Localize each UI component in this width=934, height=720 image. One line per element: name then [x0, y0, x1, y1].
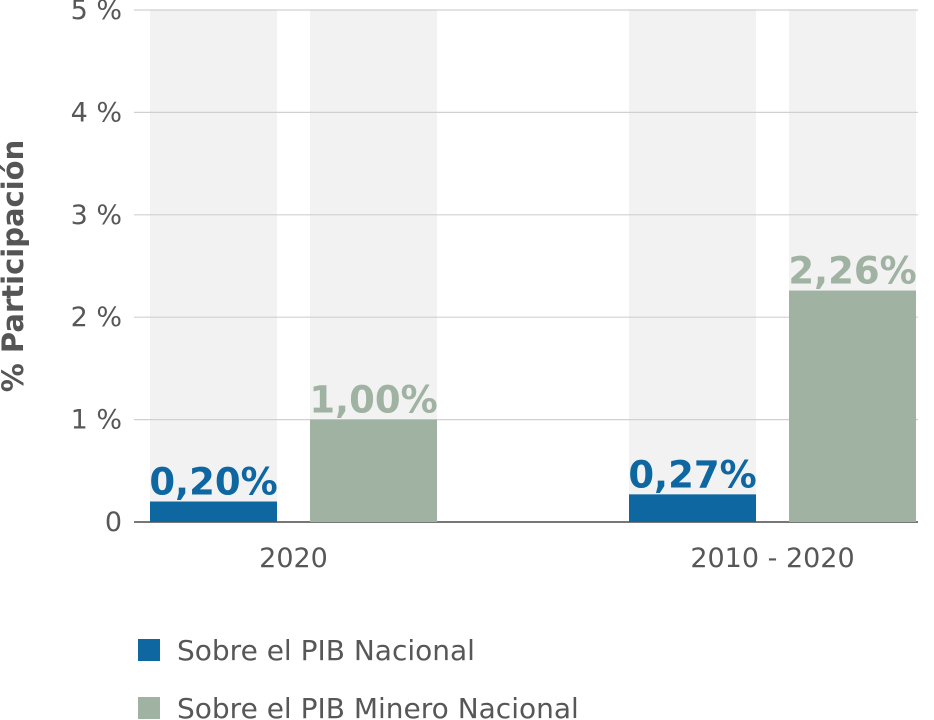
- data-label: 0,27%: [628, 453, 756, 496]
- bar: [789, 290, 916, 522]
- legend-swatch: [138, 697, 160, 719]
- y-tick-label: 3 %: [71, 200, 122, 231]
- bars: [150, 290, 916, 522]
- background-column: [629, 10, 756, 522]
- x-tick-label: 2010 - 2020: [690, 543, 854, 574]
- legend-swatch: [138, 639, 160, 661]
- y-axis-title: % Participación: [0, 140, 30, 392]
- bar: [150, 501, 277, 522]
- background-column: [150, 10, 277, 522]
- data-label: 2,26%: [788, 250, 916, 293]
- bar: [310, 419, 437, 522]
- y-tick-label: 2 %: [71, 302, 122, 333]
- x-tick-labels: 2020 2010 - 2020: [259, 543, 855, 574]
- y-tick-label: 0: [105, 507, 122, 538]
- y-tick-label: 1 %: [71, 405, 122, 436]
- bar: [629, 494, 756, 522]
- data-label: 1,00%: [309, 379, 437, 422]
- x-tick-label: 2020: [259, 543, 328, 574]
- y-tick-label: 4 %: [71, 97, 122, 128]
- data-label: 0,20%: [149, 461, 277, 504]
- data-labels: 0,20% 1,00% 0,27% 2,26%: [149, 250, 916, 504]
- legend-label: Sobre el PIB Minero Nacional: [177, 692, 579, 720]
- legend: Sobre el PIB Nacional Sobre el PIB Minero…: [138, 634, 579, 720]
- y-tick-labels: 0 1 % 2 % 3 % 4 % 5 %: [71, 0, 122, 538]
- y-tick-label: 5 %: [71, 0, 122, 26]
- legend-label: Sobre el PIB Nacional: [177, 634, 475, 667]
- gridlines: [134, 9, 918, 523]
